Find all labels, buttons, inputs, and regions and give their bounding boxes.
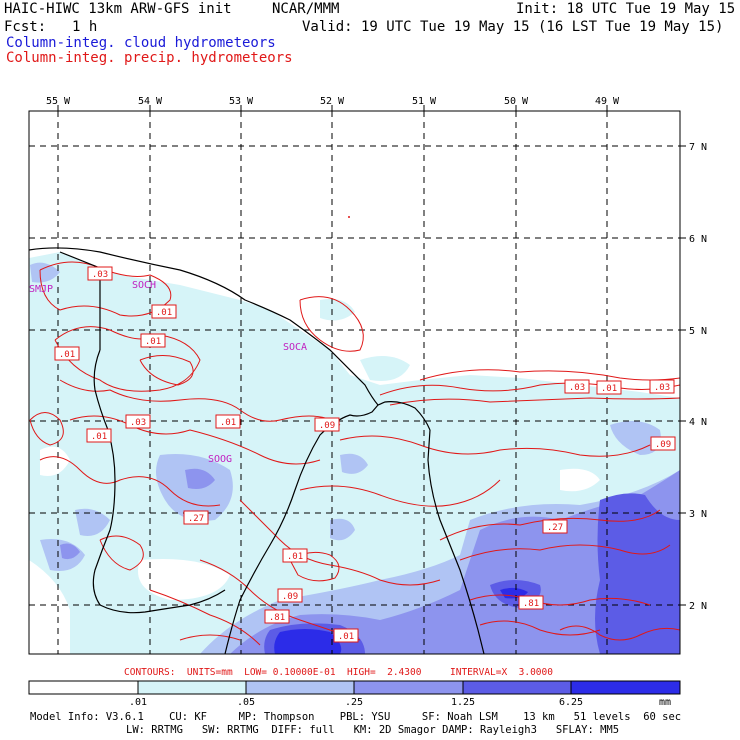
lon-label: 49 W — [595, 96, 620, 107]
model-info-line2: LW: RRTMG SW: RRTMG DIFF: full KM: 2D Sm… — [126, 724, 620, 736]
lon-label: 50 W — [504, 96, 529, 107]
lat-label: 4 N — [689, 417, 707, 428]
lon-label: 55 W — [46, 96, 71, 107]
colorbar-segment — [462, 680, 572, 695]
contour-label-box — [650, 436, 676, 451]
init-time: Init: 18 UTC Tue 19 May 15 — [516, 1, 736, 17]
lon-label: 52 W — [320, 96, 345, 107]
organization: NCAR/MMM — [272, 1, 340, 17]
lon-label: 51 W — [412, 96, 437, 107]
contour-label: .01 — [338, 632, 354, 642]
contour-label-box — [314, 417, 340, 432]
lat-label: 3 N — [689, 509, 707, 520]
contour-info: CONTOURS: UNITS=mm LOW= 0.10000E-01 HIGH… — [124, 667, 553, 678]
lat-label: 2 N — [689, 601, 707, 612]
station-label: SMJP — [29, 284, 53, 295]
colorbar-segment — [137, 680, 247, 695]
contour-label-box — [649, 379, 675, 394]
contour-label-box — [125, 414, 151, 429]
precip-legend-text: Column-integ. precip. hydrometeors — [6, 50, 293, 66]
contour-label: .03 — [654, 383, 670, 393]
contour-label-box — [86, 428, 112, 443]
map-frame — [28, 110, 681, 655]
contour-label-box — [264, 609, 290, 624]
contour-label: .81 — [269, 613, 285, 623]
contour-label: .01 — [601, 384, 617, 394]
colorbar-segment — [353, 680, 464, 695]
colorbar-segment — [28, 680, 139, 695]
station-label: SOCA — [283, 342, 307, 353]
lat-label: 7 N — [689, 142, 707, 153]
contour-label: .03 — [569, 383, 585, 393]
colorbar-units: mm — [659, 697, 671, 708]
colorbar-tick: .05 — [237, 697, 255, 708]
contour-label: .81 — [523, 599, 539, 609]
cloud-legend-text: Column-integ. cloud hydrometeors — [6, 35, 276, 51]
contour-label-box — [87, 266, 113, 281]
contour-label: .01 — [156, 308, 172, 318]
valid-time: Valid: 19 UTC Tue 19 May 15 (16 LST Tue … — [302, 19, 724, 35]
contour-label: .09 — [319, 421, 335, 431]
contour-label: .01 — [220, 418, 236, 428]
shaded-field — [29, 252, 680, 654]
station-label: SOOG — [208, 454, 232, 465]
contour-label-box — [183, 510, 209, 525]
contour-label-box — [277, 588, 303, 603]
contour-label: .09 — [282, 592, 298, 602]
forecast-label: Fcst: — [4, 19, 47, 35]
contour-labels: .03 .01 .01 .01 .03 .01 .01 .03 .01 .03 .09 .09 .27.… — [54, 266, 676, 643]
lon-label: 54 W — [138, 96, 163, 107]
contour-label: .01 — [59, 350, 75, 360]
contour-label-box — [518, 595, 544, 610]
contour-label-box — [140, 333, 166, 348]
contour-label-box — [333, 628, 359, 643]
contour-label-box — [282, 548, 308, 563]
forecast-value: 1 h — [72, 19, 98, 35]
colorbar-tick: .25 — [345, 697, 363, 708]
model-title: HAIC-HIWC 13km ARW-GFS init — [4, 1, 232, 17]
contour-label-box — [564, 379, 590, 394]
lat-label: 5 N — [689, 326, 707, 337]
precip-contours — [29, 261, 680, 646]
lat-lon-grid — [29, 111, 680, 654]
coastline — [29, 247, 485, 654]
contour-label: .01 — [145, 337, 161, 347]
colorbar-tick: 6.25 — [559, 697, 583, 708]
lon-label: 53 W — [229, 96, 254, 107]
contour-label: .03 — [130, 418, 146, 428]
contour-label: .01 — [287, 552, 303, 562]
colorbar-segment — [570, 680, 681, 695]
station-label: SOCH — [132, 280, 156, 291]
lat-label: 6 N — [689, 234, 707, 245]
contour-label-box — [215, 414, 241, 429]
contour-label: .27 — [188, 514, 204, 524]
axis-ticks — [57, 105, 686, 606]
contour-label-box — [54, 346, 80, 361]
contour-label: .01 — [91, 432, 107, 442]
model-info-line1: Model Info: V3.6.1 CU: KF MP: Thompson P… — [30, 711, 682, 723]
marker-dot — [348, 216, 350, 218]
contour-label: .09 — [655, 440, 671, 450]
colorbar: .01 .05 .25 1.25 6.25 mm — [28, 680, 681, 708]
contour-label-box — [151, 304, 177, 319]
colorbar-tick: .01 — [129, 697, 147, 708]
contour-label-box — [542, 519, 568, 534]
contour-label-box — [596, 380, 622, 395]
colorbar-tick: 1.25 — [451, 697, 475, 708]
contour-label: .27 — [547, 523, 563, 533]
contour-label: .03 — [92, 270, 108, 280]
colorbar-segment — [245, 680, 355, 695]
